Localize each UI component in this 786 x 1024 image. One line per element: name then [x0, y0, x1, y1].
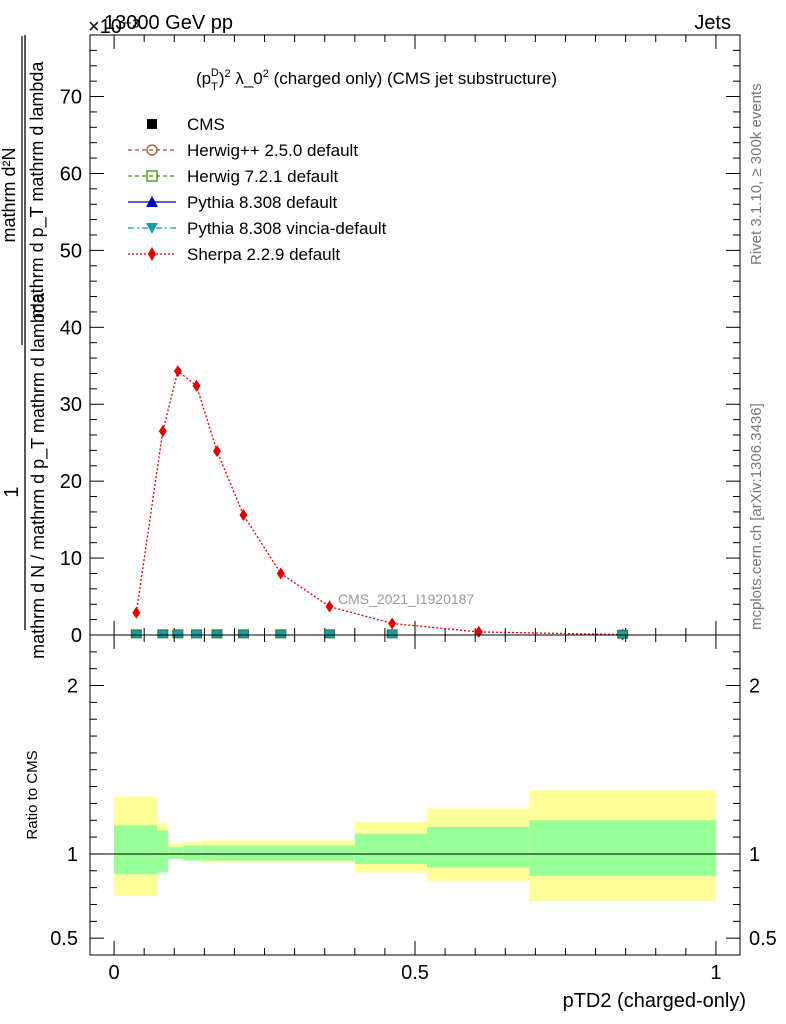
main-panel: 0 10 20 30 40 50 60 70 (pTD)2 λ_02 (charged onl…: [0, 34, 741, 659]
ratio-green-band: [114, 825, 158, 875]
y-tick-label: 60: [60, 163, 82, 185]
ratio-bands: [114, 789, 716, 902]
ratio-green-band: [354, 833, 428, 865]
legend-label: Sherpa 2.2.9 default: [187, 245, 340, 264]
x-tick-label: 0.5: [401, 962, 429, 984]
cms-data-point: [324, 629, 336, 639]
legend: CMS Herwig++ 2.5.0 default Herwig 7.2.1 de…: [128, 115, 387, 264]
sherpa-point: [192, 379, 201, 392]
legend-label: Pythia 8.308 default: [187, 193, 338, 212]
y-label-outer-numerator: 1: [1, 486, 23, 497]
sherpa-point: [325, 600, 334, 613]
ratio-green-band: [427, 827, 530, 868]
x-axis-label: pTD2 (charged-only): [563, 990, 746, 1012]
sherpa-point: [212, 445, 221, 458]
y-tick-label: 20: [60, 471, 82, 493]
cms-data-point: [157, 629, 169, 639]
legend-marker-triangle-down: [146, 223, 158, 234]
ratio-y-tick-label: 1: [67, 844, 78, 866]
legend-marker-square: [147, 119, 157, 129]
legend-entry: CMS: [147, 115, 225, 134]
mcplots-label: mcplots.cern.ch [arXiv:1306.3436]: [748, 403, 765, 630]
legend-marker-diamond: [148, 247, 156, 261]
y-tick-label: 10: [60, 548, 82, 570]
x-tick-label: 0: [109, 962, 120, 984]
y-tick-label: 50: [60, 240, 82, 262]
cms-data-point: [191, 629, 203, 639]
legend-label: CMS: [187, 115, 225, 134]
ratio-y-tick-label-right: 2: [749, 676, 760, 698]
sherpa-point: [276, 567, 285, 580]
sherpa-point: [158, 425, 167, 438]
cms-data-point: [617, 629, 629, 639]
cms-data-point: [211, 629, 223, 639]
plot-title: (pTD)2 λ_02 (charged only) (CMS jet subs…: [196, 67, 557, 93]
y-label-inner-denominator: mathrm d p_T mathrm d lambda: [27, 61, 48, 319]
main-axis-ticks: 0 10 20 30 40 50 60 70: [60, 35, 740, 647]
x-tick-label: 1: [710, 962, 721, 984]
ratio-axis-ticks: 0.5 0.5 1 1 2 2 0 0.5 1: [50, 635, 777, 984]
legend-marker-triangle: [146, 196, 158, 207]
sherpa-line: [135, 370, 623, 636]
ratio-green-band: [183, 845, 202, 861]
analysis-watermark: CMS_2021_I1920187: [338, 591, 474, 607]
collision-label: 13000 GeV pp: [104, 12, 233, 34]
y-tick-label: 40: [60, 317, 82, 339]
sherpa-point: [239, 509, 248, 521]
legend-entry: Pythia 8.308 default: [128, 193, 338, 212]
cms-data-point: [386, 629, 398, 639]
cms-data-point: [275, 629, 287, 639]
cms-data-point: [130, 629, 142, 639]
legend-label: Herwig 7.2.1 default: [187, 167, 338, 186]
jets-label: Jets: [694, 12, 731, 34]
series-layer: [130, 365, 629, 641]
y-axis-label: 1 mathrm d N / mathrm d p_T mathrm d lam…: [0, 35, 49, 659]
sherpa-point: [173, 365, 182, 378]
y-tick-label: 30: [60, 394, 82, 416]
legend-entry: Sherpa 2.2.9 default: [128, 245, 340, 264]
legend-label: Pythia 8.308 vincia-default: [187, 219, 387, 238]
y-scale-note: ×10⁻³: [88, 16, 139, 38]
ratio-y-tick-label: 2: [67, 676, 78, 698]
ratio-y-tick-label-right: 0.5: [749, 928, 777, 950]
y-tick-label: 0: [71, 625, 82, 647]
y-label-inner-numerator: mathrm d²N: [0, 147, 19, 242]
ratio-green-band: [210, 845, 355, 861]
sherpa-point: [388, 617, 397, 630]
y-label-outer-denominator: mathrm d N / mathrm d p_T mathrm d lambd…: [28, 292, 49, 659]
ratio-green-band: [157, 830, 169, 873]
ratio-y-tick-label-right: 1: [749, 844, 760, 866]
sherpa-point: [132, 606, 141, 619]
ratio-green-band: [168, 847, 184, 859]
legend-entry: Pythia 8.308 vincia-default: [128, 219, 387, 238]
legend-entry: Herwig 7.2.1 default: [128, 167, 338, 186]
ratio-green-band: [201, 845, 211, 861]
sherpa-point: [474, 625, 483, 638]
legend-marker-open-square: [146, 170, 158, 182]
rivet-label: Rivet 3.1.10, ≥ 300k events: [748, 83, 765, 265]
cms-data-point: [237, 629, 249, 639]
cms-data-point: [172, 629, 184, 639]
y-tick-label: 70: [60, 87, 82, 109]
legend-marker-circle: [146, 144, 158, 156]
ratio-panel: 0.5 0.5 1 1 2 2 0 0.5 1 Ratio to CMS pTD2 (charg…: [24, 634, 777, 1012]
legend-entry: Herwig++ 2.5.0 default: [128, 141, 358, 160]
legend-label: Herwig++ 2.5.0 default: [187, 141, 358, 160]
ratio-y-label: Ratio to CMS: [24, 750, 41, 839]
ratio-green-band: [529, 820, 716, 876]
ratio-y-tick-label: 0.5: [50, 928, 78, 950]
